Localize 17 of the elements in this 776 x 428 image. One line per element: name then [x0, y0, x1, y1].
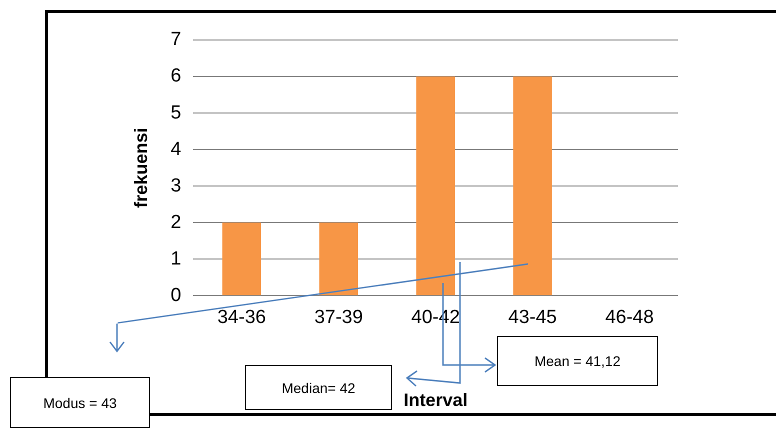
x-tick-label: 46-48	[605, 307, 654, 328]
x-tick-label: 43-45	[508, 307, 557, 328]
y-tick-label: 7	[170, 29, 182, 50]
y-tick-label: 4	[170, 138, 182, 160]
text: Modus = 43	[10, 377, 150, 428]
y-tick-label: 5	[170, 102, 182, 124]
text: Mean = 41,12	[497, 336, 658, 386]
x-tick-label: 37-39	[314, 307, 363, 328]
x-tick-label: 34-36	[217, 307, 266, 328]
y-tick-label: 1	[170, 248, 182, 270]
y-tick-label: 2	[170, 212, 182, 233]
y-axis-title: frekuensi	[130, 128, 151, 208]
y-tick-label: 3	[170, 175, 182, 196]
text: Median= 42	[245, 365, 392, 410]
x-axis-title: Interval	[404, 390, 468, 410]
y-tick-label: 0	[170, 284, 182, 306]
y-tick-label: 6	[170, 66, 182, 87]
